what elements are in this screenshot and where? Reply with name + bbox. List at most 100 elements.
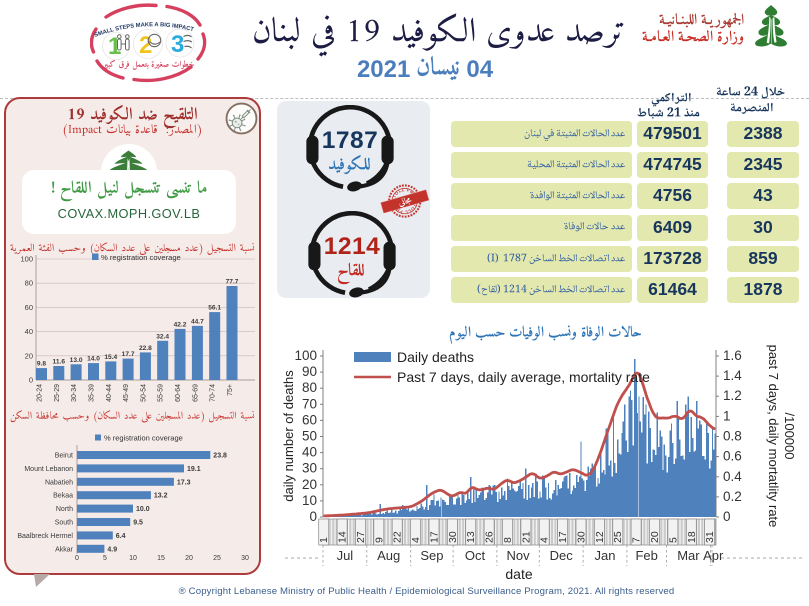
svg-text:Beirut: Beirut (55, 453, 73, 460)
svg-text:55-59: 55-59 (158, 384, 165, 402)
svg-text:Bekaa: Bekaa (53, 493, 73, 500)
svg-text:31: 31 (704, 531, 716, 543)
svg-text:0.2: 0.2 (723, 489, 742, 504)
svg-text:21: 21 (520, 531, 532, 543)
svg-text:20: 20 (25, 351, 33, 360)
svg-text:0: 0 (309, 509, 317, 524)
svg-text:0.8: 0.8 (723, 429, 742, 444)
svg-text:30: 30 (302, 461, 317, 476)
svg-text:17.3: 17.3 (177, 479, 191, 486)
svg-text:Feb: Feb (635, 548, 657, 563)
svg-text:Jan: Jan (595, 548, 616, 563)
svg-text:13.0: 13.0 (70, 357, 83, 364)
svg-text:Daily deaths: Daily deaths (397, 349, 474, 365)
svg-text:7: 7 (631, 537, 643, 543)
svg-text:0: 0 (29, 376, 33, 385)
svg-text:90: 90 (302, 364, 317, 379)
svg-text:1.4: 1.4 (723, 368, 742, 383)
svg-text:13.2: 13.2 (154, 493, 168, 500)
svg-text:15.4: 15.4 (104, 354, 117, 361)
svg-text:Mar: Mar (677, 548, 700, 563)
svg-text:30: 30 (576, 531, 588, 543)
svg-text:18: 18 (686, 531, 698, 543)
svg-text:10: 10 (129, 555, 137, 562)
svg-text:20: 20 (185, 555, 193, 562)
svg-text:30-34: 30-34 (71, 384, 78, 402)
svg-text:10: 10 (302, 493, 317, 508)
svg-text:30: 30 (241, 555, 249, 562)
svg-text:60-64: 60-64 (175, 384, 182, 402)
svg-text:60: 60 (25, 303, 33, 312)
svg-text:1.2: 1.2 (723, 388, 742, 403)
svg-text:17.7: 17.7 (122, 351, 135, 358)
svg-text:22.8: 22.8 (139, 345, 152, 352)
svg-text:19.1: 19.1 (187, 466, 201, 473)
svg-text:Jul: Jul (337, 548, 354, 563)
svg-text:11.6: 11.6 (53, 359, 66, 366)
svg-text:Aug: Aug (377, 548, 400, 563)
svg-text:26: 26 (484, 531, 496, 543)
svg-text:14: 14 (337, 531, 349, 543)
svg-text:North: North (56, 506, 73, 513)
svg-text:20: 20 (302, 477, 317, 492)
svg-text:4: 4 (410, 537, 422, 543)
svg-text:Apr: Apr (703, 548, 724, 563)
svg-text:25: 25 (612, 531, 624, 543)
svg-text:44.7: 44.7 (191, 318, 204, 325)
svg-text:South: South (55, 520, 73, 527)
svg-text:30: 30 (447, 531, 459, 543)
svg-text:6.4: 6.4 (116, 533, 126, 540)
svg-text:80: 80 (302, 380, 317, 395)
svg-text:20-24: 20-24 (37, 384, 44, 402)
svg-text:Akkar: Akkar (55, 546, 74, 553)
svg-text:5: 5 (667, 537, 679, 543)
svg-text:56.1: 56.1 (208, 305, 221, 312)
svg-text:25: 25 (213, 555, 221, 562)
svg-text:% registration coverage: % registration coverage (104, 434, 183, 443)
svg-text:daily number of deaths: daily number of deaths (283, 370, 296, 502)
svg-text:25-29: 25-29 (54, 384, 61, 402)
svg-text:9.5: 9.5 (133, 520, 143, 527)
svg-text:1: 1 (108, 33, 121, 60)
svg-text:70: 70 (302, 396, 317, 411)
svg-text:40: 40 (302, 445, 317, 460)
svg-text:17: 17 (557, 531, 569, 543)
svg-text:50: 50 (302, 429, 317, 444)
svg-text:Past 7 days, daily average, mo: Past 7 days, daily average, mortality ra… (397, 369, 650, 385)
svg-text:100: 100 (294, 348, 317, 363)
svg-text:27: 27 (355, 531, 367, 543)
svg-text:3: 3 (171, 31, 184, 58)
svg-text:35-39: 35-39 (89, 384, 96, 402)
svg-text:4: 4 (539, 537, 551, 543)
svg-text:22: 22 (392, 531, 404, 543)
svg-text:past 7 days, daily mortatlity: past 7 days, daily mortatlity rate (766, 345, 781, 528)
svg-text:4.9: 4.9 (107, 546, 117, 553)
svg-text:Sep: Sep (420, 548, 443, 563)
svg-text:0.6: 0.6 (723, 449, 742, 464)
svg-text:17: 17 (429, 531, 441, 543)
svg-text:5: 5 (103, 555, 107, 562)
svg-text:60: 60 (302, 412, 317, 427)
svg-text:Dec: Dec (550, 548, 574, 563)
svg-text:100: 100 (20, 255, 33, 264)
svg-text:40: 40 (25, 327, 33, 336)
svg-text:Mount Lebanon: Mount Lebanon (24, 466, 73, 473)
svg-text:Nov: Nov (507, 548, 531, 563)
svg-text:23.8: 23.8 (213, 453, 227, 460)
svg-text:10.0: 10.0 (136, 506, 150, 513)
svg-text:42.2: 42.2 (174, 321, 187, 328)
svg-text:1.6: 1.6 (723, 348, 742, 363)
svg-text:Oct: Oct (465, 548, 486, 563)
svg-text:80: 80 (25, 279, 33, 288)
svg-text:13: 13 (465, 531, 477, 543)
svg-text:0: 0 (723, 509, 731, 524)
svg-text:50-54: 50-54 (140, 384, 147, 402)
svg-text:70-74: 70-74 (210, 384, 217, 402)
svg-text:20: 20 (649, 531, 661, 543)
svg-text:8: 8 (502, 537, 514, 543)
svg-text:0.4: 0.4 (723, 469, 742, 484)
svg-text:1: 1 (318, 537, 330, 543)
svg-text:0: 0 (75, 555, 79, 562)
svg-text:77.7: 77.7 (226, 279, 239, 286)
svg-text:15: 15 (157, 555, 165, 562)
